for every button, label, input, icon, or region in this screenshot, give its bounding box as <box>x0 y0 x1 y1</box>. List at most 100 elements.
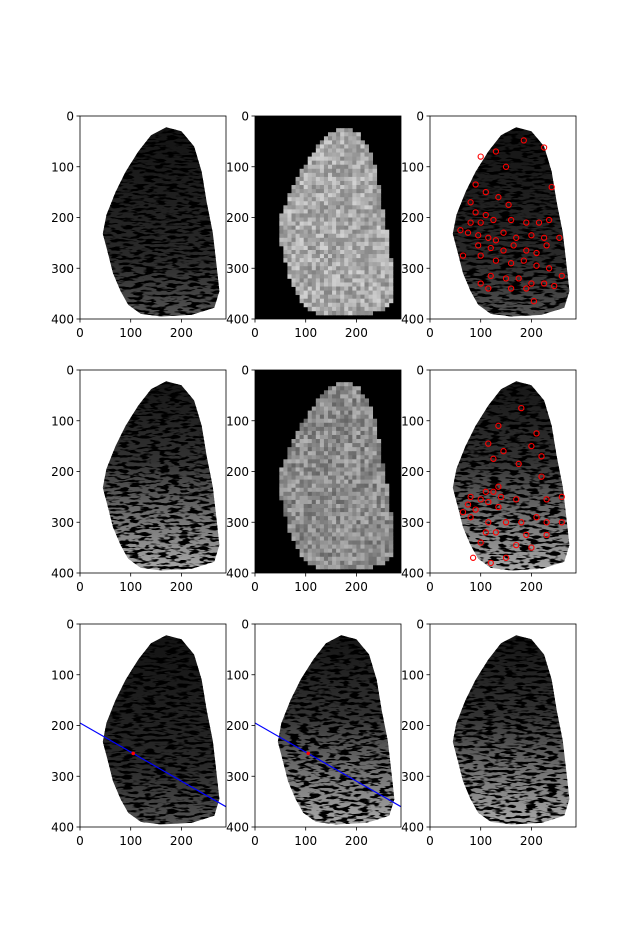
minutia-marker <box>497 493 505 501</box>
minutia-marker <box>523 247 530 254</box>
panel-image-3 <box>430 116 576 319</box>
y-tick-label: 400 <box>226 313 249 327</box>
minutia-marker <box>467 514 474 521</box>
x-tick-label: 0 <box>76 834 84 848</box>
minutia-marker <box>556 234 563 241</box>
core-point <box>131 751 136 756</box>
minutia-marker <box>459 508 467 516</box>
panel-image-1 <box>80 116 226 319</box>
minutia-marker <box>477 539 484 546</box>
minutia-marker <box>528 232 535 239</box>
minutia-marker <box>558 272 565 280</box>
panel-image-5 <box>255 370 401 573</box>
y-tick-label: 0 <box>66 110 74 124</box>
x-tick-label: 100 <box>294 580 317 594</box>
y-tick-label: 300 <box>51 770 74 784</box>
minutia-marker <box>487 272 494 280</box>
minutia-marker <box>485 234 492 241</box>
y-tick-label: 200 <box>226 211 249 225</box>
minutia-marker <box>523 219 530 226</box>
x-tick-label: 100 <box>469 834 492 848</box>
x-tick-label: 200 <box>170 580 193 594</box>
y-tick-label: 400 <box>226 567 249 581</box>
minutia-marker <box>538 473 545 480</box>
minutia-marker <box>500 247 507 254</box>
minutia-marker <box>482 188 489 196</box>
minutia-marker <box>477 496 484 503</box>
y-tick-label: 0 <box>416 364 424 378</box>
x-tick-label: 200 <box>345 834 368 848</box>
y-tick-label: 400 <box>401 821 424 835</box>
y-tick-label: 0 <box>416 110 424 124</box>
minutia-marker <box>513 496 520 503</box>
y-tick-label: 400 <box>226 821 249 835</box>
minutia-marker <box>515 275 522 282</box>
y-tick-label: 300 <box>51 262 74 276</box>
minutia-marker <box>543 242 550 249</box>
y-tick-label: 0 <box>416 618 424 632</box>
y-tick-label: 100 <box>401 668 424 682</box>
x-tick-label: 100 <box>119 834 142 848</box>
y-tick-label: 200 <box>401 211 424 225</box>
minutia-marker <box>502 275 510 282</box>
alignment-line <box>80 722 226 808</box>
minutia-marker <box>485 285 492 292</box>
x-tick-label: 200 <box>170 834 193 848</box>
y-tick-label: 100 <box>226 160 249 174</box>
minutia-marker <box>492 257 500 264</box>
minutia-marker <box>482 488 489 495</box>
minutia-marker <box>558 493 565 501</box>
minutia-marker <box>540 280 548 287</box>
y-tick-label: 200 <box>51 465 74 479</box>
x-tick-label: 100 <box>469 326 492 340</box>
minutia-marker <box>457 227 464 234</box>
minutia-marker <box>533 430 540 437</box>
minutia-marker <box>487 559 494 567</box>
minutia-marker <box>528 442 535 450</box>
x-tick-label: 0 <box>251 326 259 340</box>
y-tick-label: 300 <box>226 770 249 784</box>
minutia-marker <box>467 219 474 226</box>
y-tick-label: 200 <box>226 465 249 479</box>
x-tick-label: 100 <box>294 326 317 340</box>
minutia-marker <box>513 541 520 549</box>
minutia-marker <box>469 554 477 561</box>
y-tick-label: 200 <box>51 211 74 225</box>
minutia-marker <box>551 282 558 290</box>
minutia-marker <box>459 252 467 259</box>
y-tick-label: 100 <box>51 414 74 428</box>
y-tick-label: 300 <box>401 770 424 784</box>
y-tick-label: 300 <box>226 516 249 530</box>
y-tick-label: 300 <box>226 262 249 276</box>
x-tick-label: 100 <box>294 834 317 848</box>
alignment-line <box>255 722 401 808</box>
minutia-marker <box>507 216 515 224</box>
y-tick-label: 400 <box>51 821 74 835</box>
x-tick-label: 100 <box>469 580 492 594</box>
minutia-marker <box>530 298 538 305</box>
minutia-marker <box>492 529 500 536</box>
x-tick-label: 200 <box>345 580 368 594</box>
y-tick-label: 100 <box>226 668 249 682</box>
minutia-marker <box>495 422 502 429</box>
x-tick-label: 0 <box>426 834 434 848</box>
panel-image-2 <box>255 116 401 319</box>
minutia-marker <box>472 181 479 188</box>
x-tick-label: 200 <box>520 326 543 340</box>
minutia-marker <box>520 137 527 144</box>
y-tick-label: 200 <box>226 719 249 733</box>
y-tick-label: 0 <box>241 618 249 632</box>
minutia-marker <box>492 237 500 244</box>
minutia-marker <box>507 285 515 292</box>
x-tick-label: 200 <box>520 580 543 594</box>
minutia-marker <box>492 148 500 155</box>
minutia-marker <box>545 265 553 272</box>
y-tick-label: 100 <box>401 414 424 428</box>
y-tick-label: 400 <box>51 313 74 327</box>
minutia-marker <box>505 201 512 208</box>
minutia-marker <box>543 496 550 503</box>
